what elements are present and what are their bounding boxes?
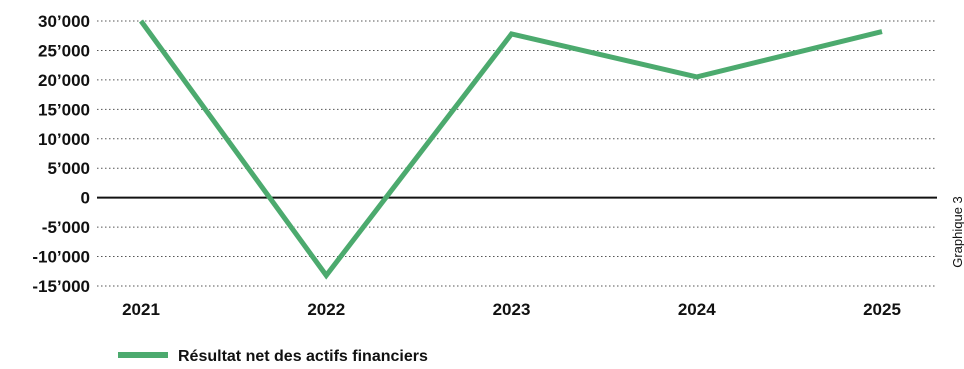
- y-tick-label: -5’000: [42, 218, 90, 237]
- legend-label: Résultat net des actifs financiers: [178, 348, 428, 365]
- y-tick-label: 5’000: [47, 159, 90, 178]
- x-tick-label: 2024: [678, 300, 716, 319]
- y-tick-label: 10’000: [38, 130, 90, 149]
- y-tick-label: -15’000: [32, 277, 90, 296]
- series-lines: [138, 19, 883, 280]
- x-tick-label: 2022: [307, 300, 345, 319]
- y-tick-label: 0: [81, 189, 90, 208]
- y-tick-label: 20’000: [38, 71, 90, 90]
- y-tick-label: 15’000: [38, 100, 90, 119]
- y-tick-label: 30’000: [38, 12, 90, 31]
- legend: Résultat net des actifs financiers: [118, 348, 428, 365]
- grid-lines: [97, 20, 937, 287]
- y-tick-label: -10’000: [32, 248, 90, 267]
- series-line: [138, 19, 883, 280]
- x-tick-label: 2025: [863, 300, 901, 319]
- y-tick-label: 25’000: [38, 41, 90, 60]
- x-tick-label: 2023: [493, 300, 531, 319]
- x-axis-tick-labels: 2021 2022 2023 2024 2025: [122, 300, 901, 319]
- x-tick-label: 2021: [122, 300, 160, 319]
- y-axis-tick-labels: 30’000 25’000 20’000 15’000 10’000 5’000 0 -5’0…: [32, 12, 90, 296]
- side-label: Graphique 3: [950, 196, 964, 268]
